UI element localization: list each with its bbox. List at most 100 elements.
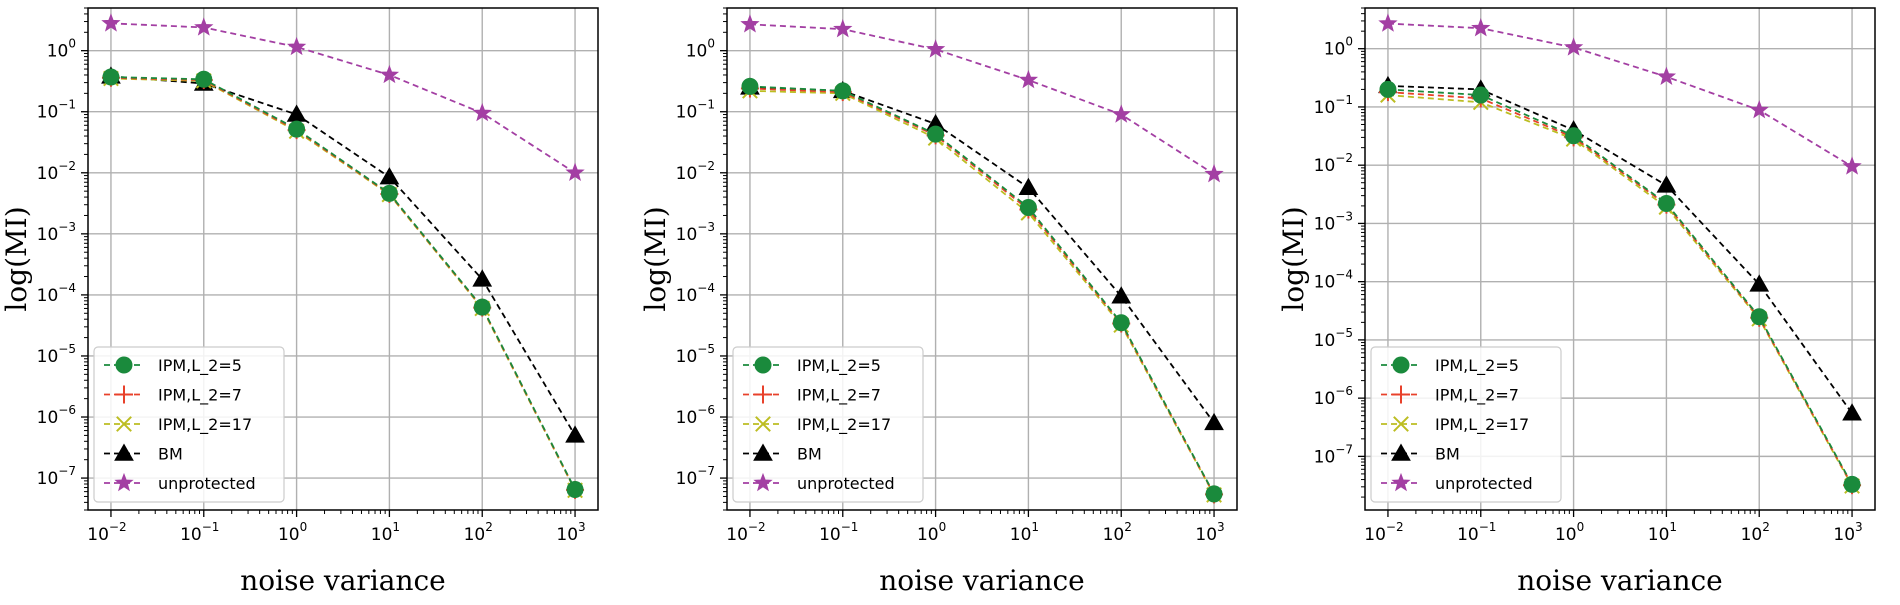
legend: IPM,L_2=5 IPM,L_2=7 IPM,L_2=17 BM unprotecte… <box>93 346 285 503</box>
legend-marker-unprotected <box>1391 472 1411 492</box>
y-tick-label: 10−6 <box>1314 384 1353 409</box>
data-point-unprotected-5 <box>1842 156 1862 175</box>
x-tick-label: 10−1 <box>1457 520 1496 545</box>
data-point-ipm-l-2-5-4 <box>473 298 491 316</box>
legend-box <box>1370 346 1562 503</box>
legend-box <box>93 346 285 503</box>
y-tick-label: 10−4 <box>1314 268 1353 293</box>
legend: IPM,L_2=5 IPM,L_2=7 IPM,L_2=17 BM unprotecte… <box>732 346 924 503</box>
legend-marker-bm <box>114 443 134 461</box>
data-point-unprotected-1 <box>194 17 214 36</box>
legend-marker-bm <box>753 443 773 461</box>
y-tick-label: 10−2 <box>676 159 715 184</box>
data-point-bm-4 <box>1111 286 1132 304</box>
data-point-ipm-l-2-5-3 <box>1657 194 1675 212</box>
y-axis-title: log(MI) <box>639 206 672 311</box>
legend-label-ipm-l-2-7: IPM,L_2=7 <box>797 386 881 406</box>
y-tick-label: 10−5 <box>676 342 715 367</box>
x-tick-label: 102 <box>1741 520 1770 545</box>
data-point-unprotected-3 <box>1656 66 1677 85</box>
x-tick-label: 103 <box>1195 520 1224 545</box>
data-point-ipm-l-2-5-2 <box>1565 127 1583 145</box>
y-tick-label: 10−5 <box>1314 326 1353 351</box>
data-point-bm-4 <box>1749 274 1770 292</box>
legend-marker-ipm-l-2-17-b <box>755 416 771 432</box>
data-point-ipm-l-2-5-4 <box>1112 314 1130 332</box>
legend-label-bm: BM <box>158 445 183 464</box>
data-point-unprotected-3 <box>1018 69 1039 89</box>
data-point-unprotected-0 <box>101 13 121 32</box>
data-point-unprotected-4 <box>1749 100 1769 119</box>
x-tick-label: 100 <box>278 520 307 545</box>
legend-label-ipm-l-2-5: IPM,L_2=5 <box>158 356 242 376</box>
y-tick-label: 10−6 <box>676 403 715 428</box>
legend-label-ipm-l-2-17: IPM,L_2=17 <box>158 415 252 435</box>
chart-1: 10−2 10−1 100 101 102 103 10−7 10−6 10−5 10−4 10−3… <box>0 7 599 597</box>
legend-marker-ipm-l-2-5 <box>1392 356 1410 374</box>
x-tick-label: 100 <box>917 520 946 545</box>
data-point-ipm-l-2-5-5 <box>566 480 584 498</box>
y-tick-label: 10−4 <box>37 281 76 306</box>
legend-marker-ipm-l-2-17-b <box>1393 416 1409 432</box>
data-point-bm-3 <box>1018 177 1039 195</box>
data-point-unprotected-4 <box>472 102 492 122</box>
legend-label-ipm-l-2-5: IPM,L_2=5 <box>797 356 881 376</box>
legend-marker-ipm-l-2-5 <box>754 356 772 374</box>
data-point-unprotected-0 <box>740 14 760 33</box>
legend-marker-ipm-l-2-17-b <box>116 416 132 432</box>
y-tick-label: 10−5 <box>37 342 76 367</box>
y-tick-label: 10−1 <box>37 98 76 123</box>
y-tick-label: 10−1 <box>676 98 715 123</box>
y-tick-label: 10−3 <box>1314 209 1353 234</box>
y-tick-label: 10−7 <box>37 464 76 489</box>
x-tick-label: 103 <box>556 520 585 545</box>
data-point-unprotected-2 <box>286 36 307 56</box>
y-tick-label: 10−4 <box>676 281 715 306</box>
legend-label-bm: BM <box>797 445 822 464</box>
legend-label-unprotected: unprotected <box>158 474 256 493</box>
y-tick-label: 10−7 <box>676 464 715 489</box>
x-tick-label: 102 <box>464 520 493 545</box>
data-point-bm-3 <box>379 167 400 185</box>
chart-3: 10−2 10−1 100 101 102 103 10−7 10−6 10−5 10−4 10−3… <box>1277 7 1876 597</box>
series-line-bm <box>749 86 1215 424</box>
y-axis-title: log(MI) <box>1277 206 1310 311</box>
legend-label-bm: BM <box>1435 445 1460 464</box>
x-tick-label: 10−1 <box>819 520 858 545</box>
y-tick-label: 100 <box>686 37 715 62</box>
y-tick-label: 10−7 <box>1314 442 1353 467</box>
x-axis-title: noise variance <box>240 564 446 597</box>
x-tick-label: 10−1 <box>180 520 219 545</box>
series-line-ipm-l-2-5 <box>1387 88 1853 485</box>
series-line-ipm-l-2-17 <box>1387 94 1853 487</box>
legend-box <box>732 346 924 503</box>
data-point-unprotected-0 <box>1378 13 1398 32</box>
y-tick-label: 10−1 <box>1314 93 1353 118</box>
data-point-ipm-l-2-5-5 <box>1843 475 1861 493</box>
legend-marker-unprotected <box>114 472 134 492</box>
series-line-ipm-l-2-5 <box>110 76 576 490</box>
plot-frame <box>726 7 1238 511</box>
data-point-ipm-l-2-5-2 <box>288 120 306 138</box>
data-point-bm-5 <box>1204 412 1224 431</box>
data-point-ipm-l-2-5-2 <box>927 125 945 143</box>
series-line-ipm-l-2-7 <box>1387 91 1853 486</box>
x-axis-title: noise variance <box>1517 564 1723 597</box>
y-tick-label: 100 <box>47 37 76 62</box>
plot-frame <box>87 7 599 511</box>
x-tick-label: 101 <box>1010 520 1039 545</box>
y-axis-title: log(MI) <box>0 206 33 311</box>
plot-frame <box>1364 7 1876 511</box>
data-point-ipm-l-2-5-3 <box>1019 199 1037 217</box>
legend-marker-ipm-l-2-7 <box>754 385 772 404</box>
data-point-ipm-l-2-5-0 <box>741 77 759 95</box>
series-line-bm <box>110 75 576 436</box>
data-point-bm-5 <box>565 425 585 443</box>
legend-marker-ipm-l-2-5 <box>115 356 133 374</box>
data-point-ipm-l-2-5-1 <box>195 70 213 88</box>
data-point-bm-4 <box>472 269 493 287</box>
data-point-ipm-l-2-5-1 <box>834 82 852 100</box>
y-tick-label: 10−3 <box>676 220 715 245</box>
